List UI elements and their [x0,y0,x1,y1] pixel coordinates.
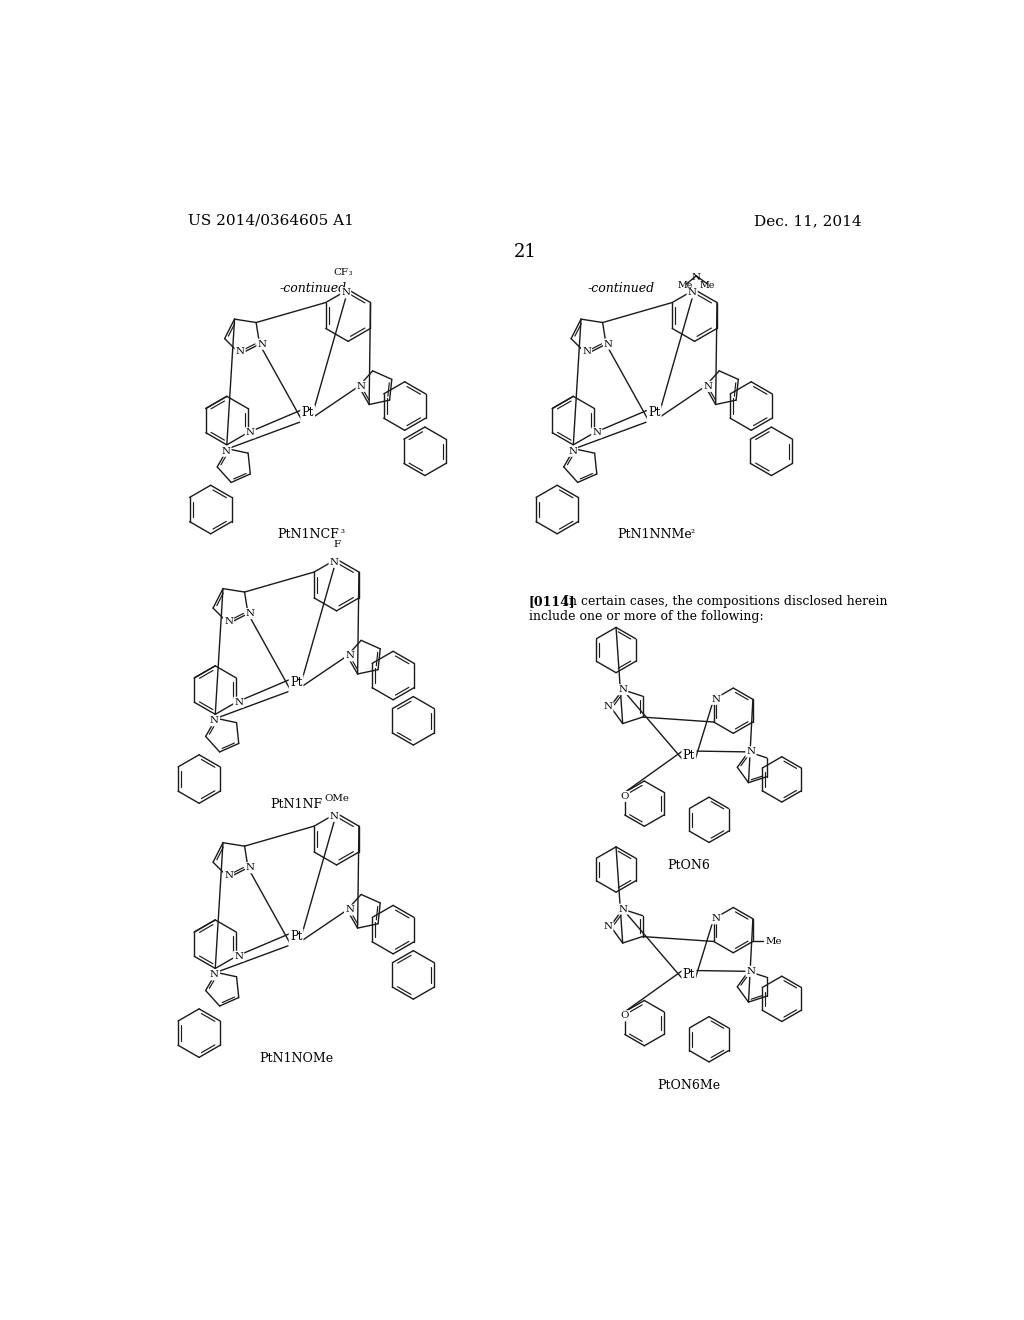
Text: CF: CF [333,268,348,277]
Text: PtN1NNMe: PtN1NNMe [616,528,691,541]
Text: N: N [330,558,339,566]
Text: Pt: Pt [290,929,302,942]
Text: N: N [210,717,219,725]
Text: ₂: ₂ [690,527,694,536]
Text: N: N [224,616,233,626]
Text: N: N [746,747,756,756]
Text: N: N [582,347,591,356]
Text: O: O [621,792,629,801]
Text: N: N [257,339,266,348]
Text: PtON6Me: PtON6Me [657,1078,720,1092]
Text: PtON6: PtON6 [668,859,711,873]
Text: [0114]: [0114] [528,595,575,609]
Text: Dec. 11, 2014: Dec. 11, 2014 [755,214,862,228]
Text: ₃: ₃ [349,268,352,277]
Text: N: N [345,906,354,915]
Text: N: N [234,698,243,706]
Text: N: N [330,812,339,821]
Text: Pt: Pt [290,676,302,689]
Text: US 2014/0364605 A1: US 2014/0364605 A1 [188,214,354,228]
Text: Pt: Pt [301,407,313,418]
Text: In certain cases, the compositions disclosed herein: In certain cases, the compositions discl… [556,595,888,609]
Text: include one or more of the following:: include one or more of the following: [528,610,763,623]
Text: N: N [210,970,219,979]
Text: N: N [224,871,233,879]
Text: N: N [746,966,756,975]
Text: N: N [603,702,612,711]
Text: Pt: Pt [683,968,695,981]
Text: PtN1NF: PtN1NF [270,797,323,810]
Text: N: N [691,272,700,281]
Text: N: N [221,446,230,455]
Text: N: N [603,921,612,931]
Text: O: O [621,1011,629,1020]
Text: N: N [236,347,245,356]
Text: N: N [246,428,255,437]
Text: N: N [712,915,721,923]
Text: N: N [703,381,712,391]
Text: N: N [618,685,627,694]
Text: Me: Me [699,281,715,289]
Text: Pt: Pt [648,407,660,418]
Text: -continued: -continued [280,281,346,294]
Text: N: N [712,694,721,704]
Text: 21: 21 [513,243,537,261]
Text: Pt: Pt [683,748,695,762]
Text: N: N [345,651,354,660]
Text: PtN1NOMe: PtN1NOMe [259,1052,333,1065]
Text: N: N [604,339,613,348]
Text: N: N [234,952,243,961]
Text: N: N [356,381,366,391]
Text: N: N [688,288,696,297]
Text: Me: Me [765,937,781,946]
Text: N: N [568,446,578,455]
Text: OMe: OMe [325,793,349,803]
Text: -continued: -continued [588,281,654,294]
Text: Me: Me [677,281,692,289]
Text: N: N [341,288,350,297]
Text: N: N [592,428,601,437]
Text: N: N [246,863,255,873]
Text: N: N [618,904,627,913]
Text: ₃: ₃ [340,527,344,536]
Text: N: N [246,609,255,618]
Text: F: F [333,540,340,549]
Text: PtN1NCF: PtN1NCF [276,528,339,541]
